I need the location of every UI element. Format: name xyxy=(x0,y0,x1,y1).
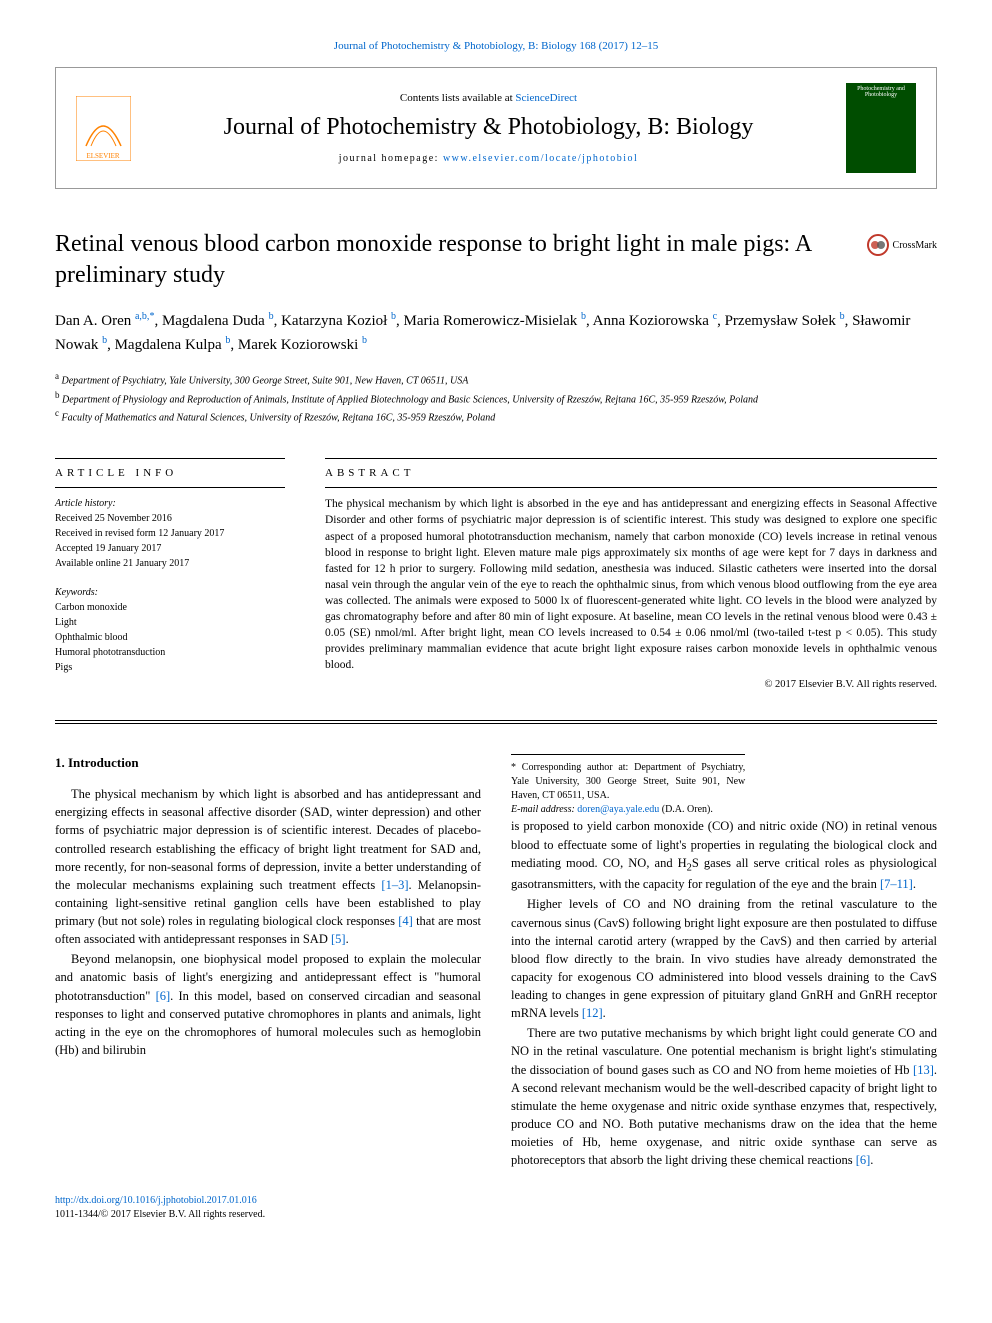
history-label: Article history: xyxy=(55,496,285,511)
keyword: Light xyxy=(55,615,285,630)
homepage-prefix: journal homepage: xyxy=(339,153,443,164)
history-revised: Received in revised form 12 January 2017 xyxy=(55,526,285,541)
author: , Magdalena Kulpa xyxy=(107,337,225,353)
citation-link[interactable]: [6] xyxy=(856,1153,871,1167)
text: . xyxy=(346,932,349,946)
text: There are two putative mechanisms by whi… xyxy=(511,1026,937,1076)
affiliation: a Department of Psychiatry, Yale Univers… xyxy=(55,370,937,388)
email-suffix: (D.A. Oren). xyxy=(659,804,713,815)
footer: http://dx.doi.org/10.1016/j.jphotobiol.2… xyxy=(55,1194,937,1222)
citation-link[interactable]: [7–11] xyxy=(880,877,913,891)
journal-cover-icon: Photochemistry and Photobiology xyxy=(846,83,916,173)
author: Dan A. Oren xyxy=(55,313,135,329)
article-info-column: article info Article history: Received 2… xyxy=(55,450,285,690)
journal-name: Journal of Photochemistry & Photobiology… xyxy=(151,114,826,141)
journal-header-center: Contents lists available at ScienceDirec… xyxy=(151,92,826,164)
affiliations: a Department of Psychiatry, Yale Univers… xyxy=(55,370,937,425)
authors-list: Dan A. Oren a,b,*, Magdalena Duda b, Kat… xyxy=(55,309,937,356)
email-label: E-mail address: xyxy=(511,804,577,815)
citation-link[interactable]: [5] xyxy=(331,932,346,946)
paragraph: Beyond melanopsin, one biophysical model… xyxy=(55,950,481,1059)
paragraph: There are two putative mechanisms by whi… xyxy=(511,1024,937,1169)
citation-link[interactable]: [12] xyxy=(582,1006,603,1020)
abstract-text: The physical mechanism by which light is… xyxy=(325,496,937,673)
keyword: Ophthalmic blood xyxy=(55,630,285,645)
article-history: Article history: Received 25 November 20… xyxy=(55,496,285,571)
citation-link[interactable]: [13] xyxy=(913,1063,934,1077)
homepage-line: journal homepage: www.elsevier.com/locat… xyxy=(151,153,826,164)
citation-link[interactable]: [6] xyxy=(156,989,171,1003)
rule xyxy=(325,487,937,488)
author: , Marek Koziorowski xyxy=(230,337,362,353)
history-received: Received 25 November 2016 xyxy=(55,511,285,526)
author: , Anna Koziorowska xyxy=(586,313,713,329)
email-link[interactable]: doren@aya.yale.edu xyxy=(577,804,659,815)
paragraph: The physical mechanism by which light is… xyxy=(55,785,481,948)
corresponding-author-block: * Corresponding author at: Department of… xyxy=(511,754,745,817)
abstract-column: abstract The physical mechanism by which… xyxy=(325,450,937,690)
author: , Maria Romerowicz-Misielak xyxy=(396,313,581,329)
text: Higher levels of CO and NO draining from… xyxy=(511,897,937,1020)
title-text: Retinal venous blood carbon monoxide res… xyxy=(55,231,811,288)
keyword: Carbon monoxide xyxy=(55,600,285,615)
history-online: Available online 21 January 2017 xyxy=(55,556,285,571)
paragraph: is proposed to yield carbon monoxide (CO… xyxy=(511,817,937,893)
homepage-link[interactable]: www.elsevier.com/locate/jphotobiol xyxy=(443,153,638,164)
citation-link[interactable]: [1–3] xyxy=(381,878,408,892)
text: . xyxy=(603,1006,606,1020)
text: . xyxy=(913,877,916,891)
section-heading: 1. Introduction xyxy=(55,754,481,773)
text: . xyxy=(870,1153,873,1167)
contents-prefix: Contents lists available at xyxy=(400,92,515,104)
aff-text: Department of Psychiatry, Yale Universit… xyxy=(59,376,468,387)
abstract-copyright: © 2017 Elsevier B.V. All rights reserved… xyxy=(325,679,937,690)
author: , Magdalena Duda xyxy=(154,313,268,329)
keywords: Keywords: Carbon monoxide Light Ophthalm… xyxy=(55,585,285,675)
author: , Katarzyna Kozioł xyxy=(274,313,391,329)
svg-text:ELSEVIER: ELSEVIER xyxy=(86,152,119,160)
contents-line: Contents lists available at ScienceDirec… xyxy=(151,92,826,104)
text: The physical mechanism by which light is… xyxy=(55,787,481,892)
affiliation: c Faculty of Mathematics and Natural Sci… xyxy=(55,407,937,425)
affiliation: b Department of Physiology and Reproduct… xyxy=(55,389,937,407)
crossmark-icon xyxy=(867,234,889,256)
author: , Przemysław Sołek xyxy=(717,313,839,329)
article-info-heading: article info xyxy=(55,467,285,479)
body-text: 1. Introduction The physical mechanism b… xyxy=(55,754,937,1169)
crossmark-badge[interactable]: CrossMark xyxy=(867,234,937,256)
author-aff: a,b, xyxy=(135,311,149,322)
crossmark-label: CrossMark xyxy=(893,239,937,252)
doi-link[interactable]: http://dx.doi.org/10.1016/j.jphotobiol.2… xyxy=(55,1195,257,1206)
sciencedirect-link[interactable]: ScienceDirect xyxy=(515,92,577,104)
text: . A second relevant mechanism would be t… xyxy=(511,1063,937,1168)
abstract-heading: abstract xyxy=(325,467,937,479)
article-title: Retinal venous blood carbon monoxide res… xyxy=(55,229,937,291)
aff-text: Department of Physiology and Reproductio… xyxy=(60,394,759,405)
rule xyxy=(325,458,937,459)
keyword: Humoral phototransduction xyxy=(55,645,285,660)
keyword: Pigs xyxy=(55,660,285,675)
elsevier-logo-icon: ELSEVIER xyxy=(76,96,131,161)
paragraph: Higher levels of CO and NO draining from… xyxy=(511,895,937,1022)
corresponding-text: Corresponding author at: Department of P… xyxy=(511,762,745,801)
meta-block: article info Article history: Received 2… xyxy=(55,450,937,690)
journal-header: ELSEVIER Contents lists available at Sci… xyxy=(55,67,937,189)
journal-reference-link[interactable]: Journal of Photochemistry & Photobiology… xyxy=(55,40,937,52)
rule xyxy=(55,458,285,459)
author-aff: b xyxy=(362,335,367,346)
citation-link[interactable]: [4] xyxy=(398,914,413,928)
double-rule xyxy=(55,720,937,724)
keywords-label: Keywords: xyxy=(55,585,285,600)
rule xyxy=(55,487,285,488)
aff-text: Faculty of Mathematics and Natural Scien… xyxy=(59,412,495,423)
history-accepted: Accepted 19 January 2017 xyxy=(55,541,285,556)
issn-copyright: 1011-1344/© 2017 Elsevier B.V. All right… xyxy=(55,1208,937,1222)
